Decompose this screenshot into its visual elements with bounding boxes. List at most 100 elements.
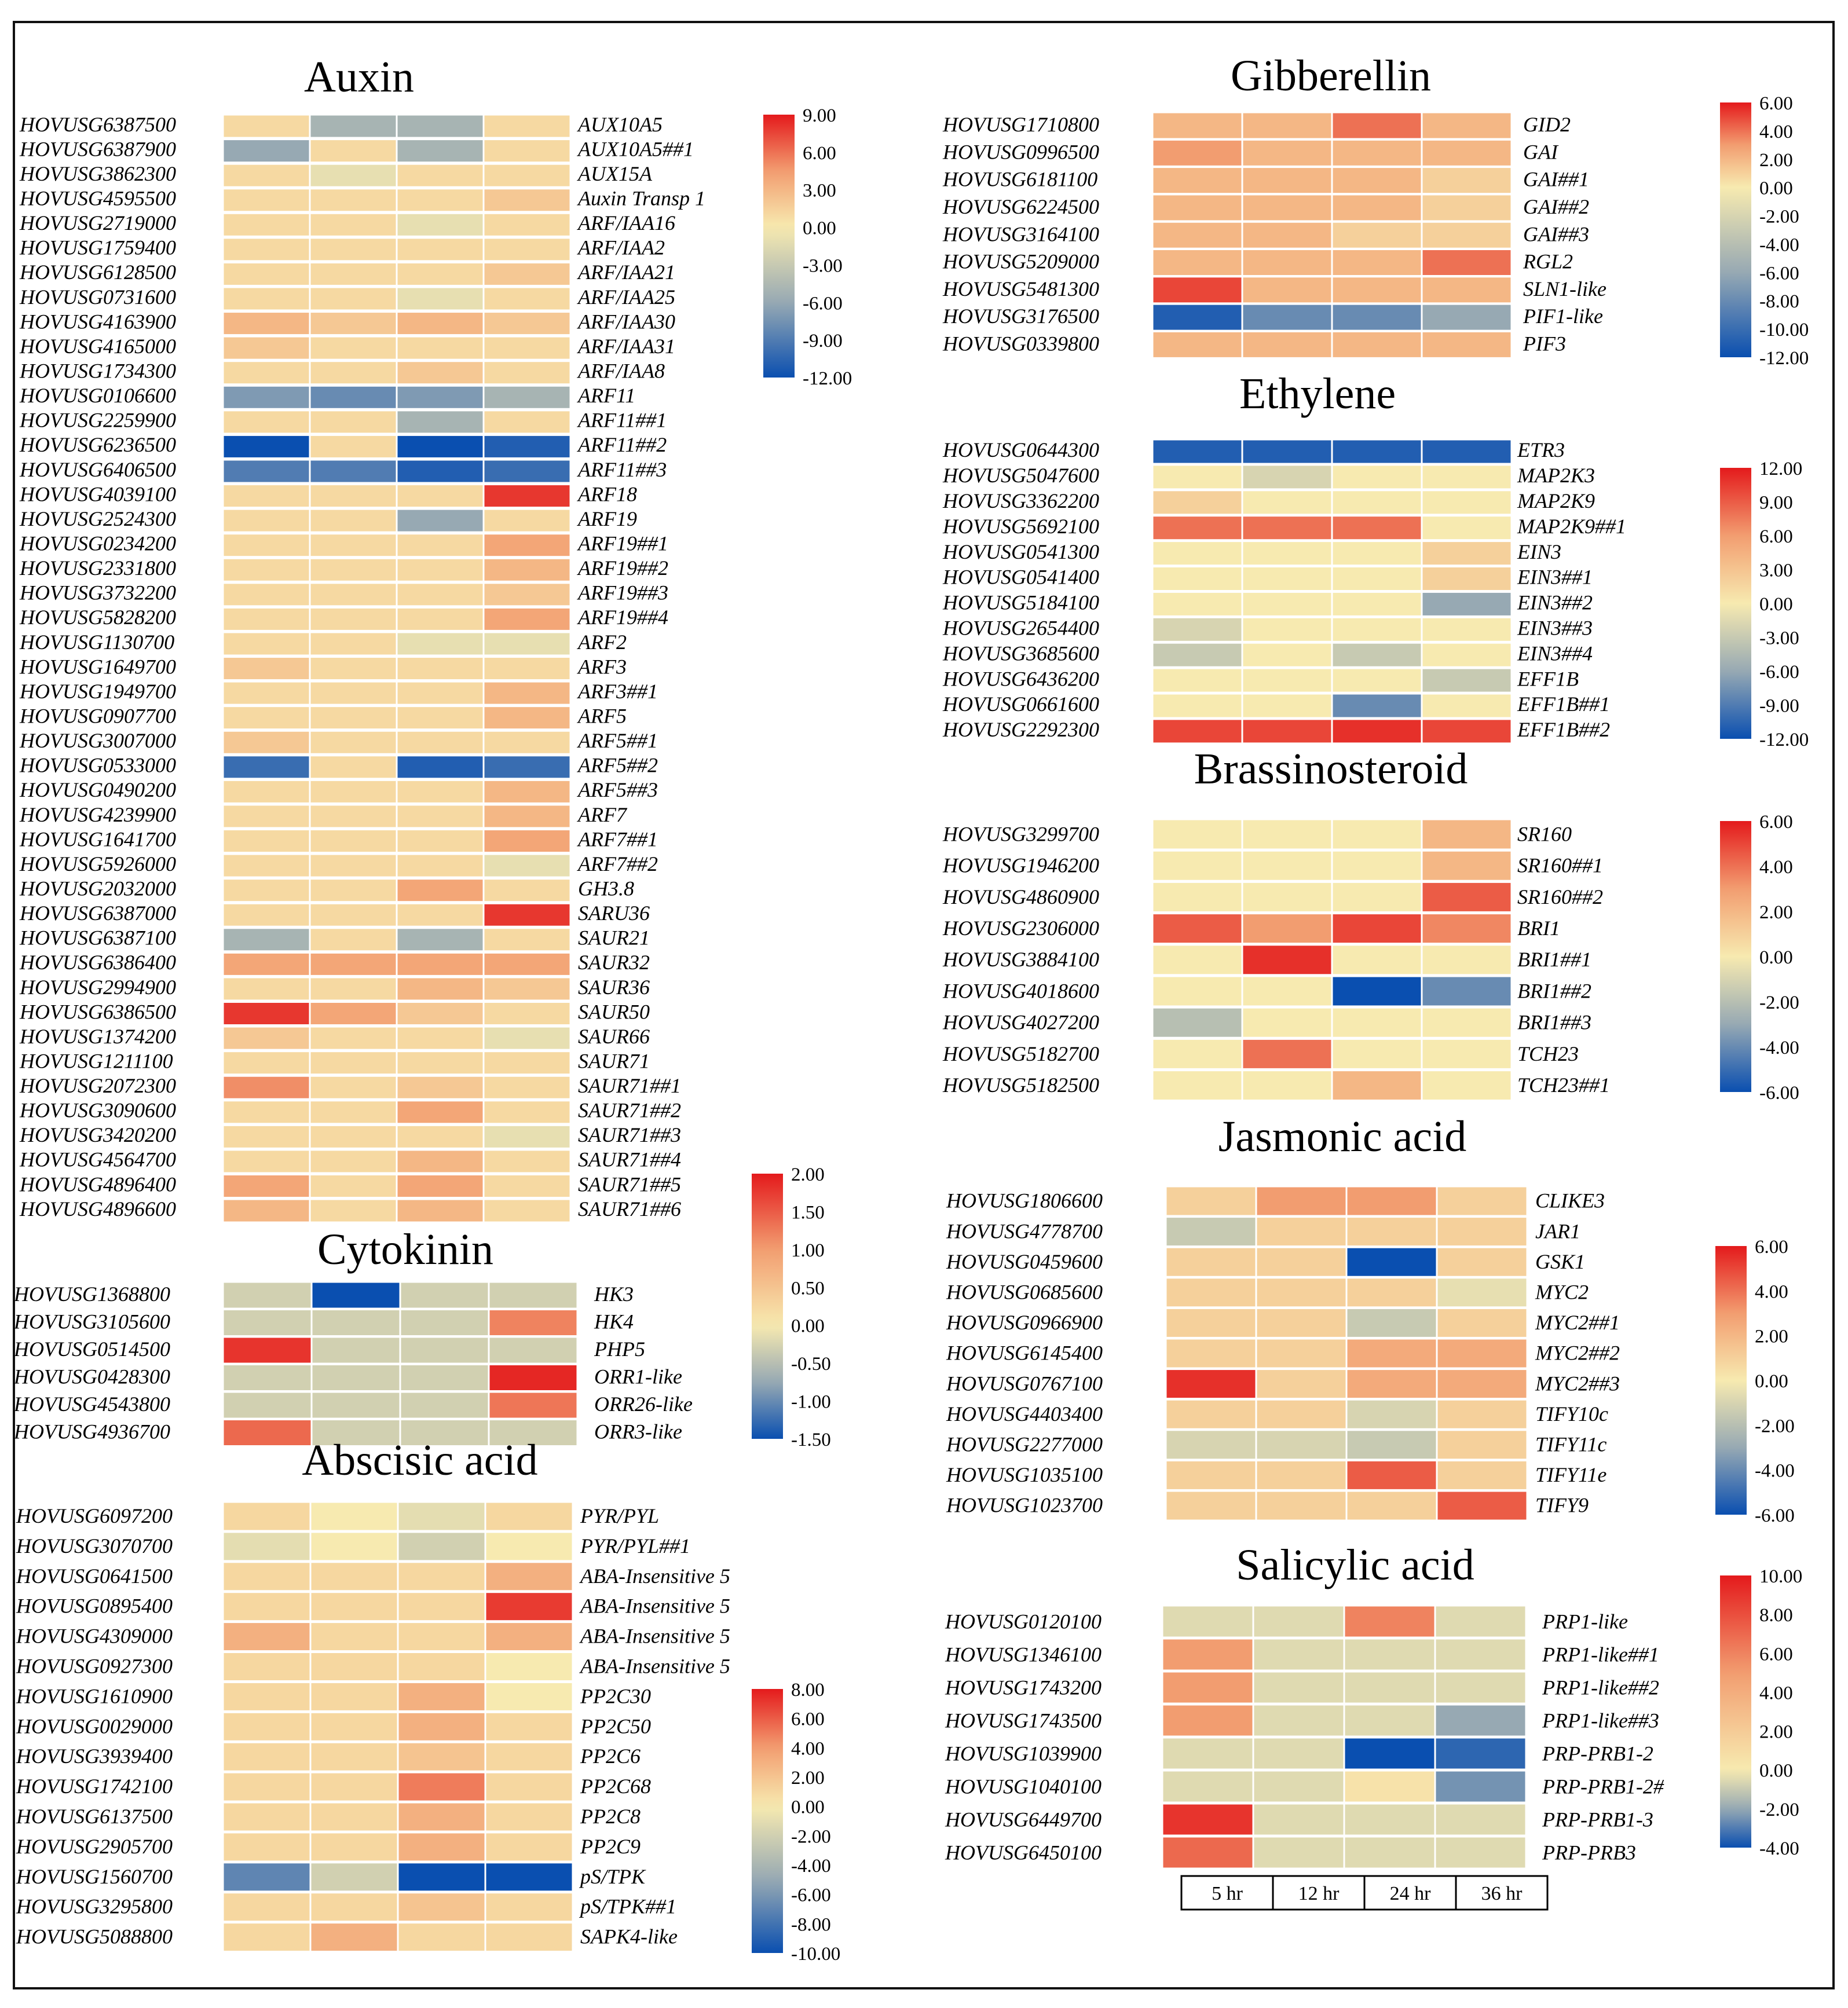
heatmap-cell [1345,1246,1438,1278]
heatmap-cell [309,1681,399,1712]
heatmap-cell [396,508,485,533]
gene-id-label: HOVUSG1023700 [946,1494,1103,1517]
heatmap-cell [1241,489,1333,516]
heatmap-cell [482,754,572,780]
heatmap-cell [1331,166,1423,195]
heatmap-cell [1436,1398,1528,1430]
gene-id-label: HOVUSG2072300 [19,1074,176,1097]
heatmap-cell [1421,566,1513,592]
heatmap-cell [396,1174,485,1199]
heatmap-cell [1255,1338,1348,1369]
heatmap-cell [1241,718,1333,745]
gene-id-label: HOVUSG6097200 [16,1504,173,1527]
heatmap-cell [222,286,311,312]
heatmap-cell [1436,1429,1528,1461]
gene-name-label: ARF11 [577,384,635,407]
heatmap-cell [1345,1368,1438,1400]
time-legend-label: 12 hr [1298,1883,1340,1904]
gene-name-label: EIN3##1 [1517,566,1593,589]
color-scale-tick: 10.00 [1759,1566,1802,1587]
gene-id-label: HOVUSG6406500 [19,458,176,481]
heatmap-cell [309,212,398,237]
heatmap-cell [309,360,398,386]
heatmap-cell [1241,464,1333,490]
heatmap-cell [1241,1038,1333,1070]
gene-name-label: GAI [1523,140,1559,163]
gene-name-label: SAUR71##2 [578,1099,681,1122]
heatmap-cell [396,1075,485,1100]
heatmap-cell [397,1501,486,1532]
gene-id-label: HOVUSG3295800 [16,1895,173,1918]
color-scale-tick: 4.00 [1759,1683,1793,1703]
gene-name-label: BRI1 [1517,917,1560,940]
heatmap-cell [1161,1802,1254,1837]
heatmap-cell [1421,438,1513,465]
heatmap-cell [1331,616,1423,643]
heatmap-cell [482,360,572,386]
heatmap-cell [222,631,311,657]
color-scale-tick: -2.00 [1759,992,1799,1013]
heatmap-cell [222,804,311,829]
heatmap-cell [1241,248,1333,277]
gene-name-label: PP2C68 [580,1775,651,1798]
heatmap-cell [309,1651,399,1682]
heatmap-cell [1434,1736,1527,1771]
heatmap-cell [1241,616,1333,643]
heatmap-cell [396,730,485,755]
gene-name-label: PRP-PRB3 [1542,1841,1636,1864]
gene-id-label: HOVUSG0641500 [16,1564,173,1588]
heatmap-cell [309,951,398,977]
gene-name-label: ABA-Insensitive 5 [579,1564,730,1588]
gene-id-label: HOVUSG4039100 [19,482,176,505]
heatmap-cell [396,804,485,829]
heatmap-cell [1151,667,1243,694]
gene-name-label: RGL2 [1523,250,1573,273]
gene-id-label: HOVUSG4564700 [19,1148,176,1171]
gene-id-label: HOVUSG0541300 [942,540,1099,563]
gene-id-label: HOVUSG6386500 [19,1000,176,1023]
gene-id-label: HOVUSG5182700 [942,1042,1099,1065]
heatmap-cell [397,1771,486,1802]
color-scale-tick: -3.00 [803,255,843,276]
heatmap-cell [222,1391,313,1420]
heatmap-cell [309,902,398,928]
gene-id-label: HOVUSG6145400 [946,1342,1103,1365]
gene-id-label: HOVUSG1610900 [16,1684,173,1707]
heatmap-cell [1255,1216,1348,1248]
heatmap-cell [1345,1429,1438,1461]
heatmap-cell [222,1050,311,1076]
heatmap-cell [1255,1459,1348,1491]
heatmap-cell [1331,718,1423,745]
gene-name-label: TIFY11c [1535,1433,1607,1456]
gene-name-label: ARF19 [577,507,637,530]
gene-id-label: HOVUSG5184100 [942,591,1099,614]
color-scale-tick: 3.00 [803,181,836,201]
heatmap-cell [482,1149,572,1174]
gene-id-label: HOVUSG2292300 [942,718,1099,741]
heatmap-cell [309,384,398,410]
gene-name-label: PP2C50 [580,1714,651,1738]
heatmap-cell [222,113,311,139]
heatmap-cell [482,113,572,139]
gene-name-label: ARF19##3 [577,581,668,604]
heatmap-cell [1331,276,1423,305]
heatmap-cell [1241,166,1333,195]
gene-name-label: EIN3##3 [1517,617,1593,640]
heatmap-cell [1331,540,1423,567]
heatmap-cell [309,927,398,952]
gene-id-label: HOVUSG0339800 [942,332,1099,356]
color-scale-tick: 6.00 [1755,1237,1788,1258]
heatmap-cell [397,1681,486,1712]
heatmap-cell [396,976,485,1002]
gene-name-label: ORR1-like [594,1365,682,1388]
color-scale-tick: -1.50 [791,1430,831,1450]
heatmap-cell [1151,1069,1243,1102]
heatmap-cell [309,1591,399,1622]
gene-id-label: HOVUSG3939400 [16,1745,173,1768]
gene-name-label: ABA-Insensitive 5 [579,1625,730,1648]
heatmap-cell [309,1075,398,1100]
heatmap-cell [482,261,572,287]
heatmap-cell [1331,138,1423,167]
heatmap-cell [1241,818,1333,851]
heatmap-cell [222,927,311,952]
